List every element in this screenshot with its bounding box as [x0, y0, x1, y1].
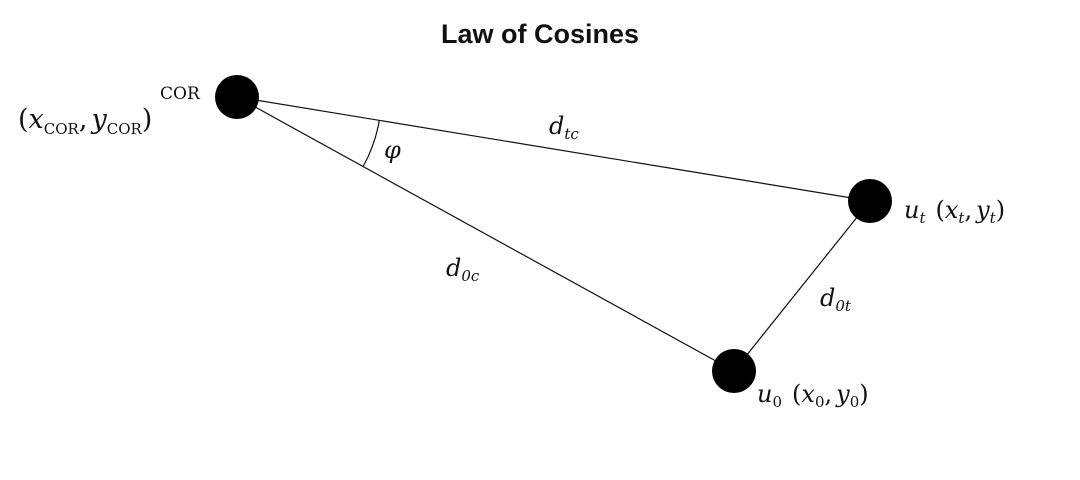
edge-label-dtc: dtc [549, 112, 579, 143]
u0-x-var: x [801, 380, 815, 408]
ut-comma: , [964, 196, 972, 224]
node-u0 [712, 349, 756, 393]
dtc-sub: tc [564, 125, 579, 143]
ut-coord-close: ) [996, 196, 1005, 224]
cor-y-var: y [90, 104, 107, 135]
cor-comma: , [79, 104, 88, 135]
cor-x-var: x [29, 104, 44, 135]
d0c-sub: 0c [461, 267, 480, 285]
diagram-title: Law of Cosines [441, 19, 639, 49]
cor-coord-open: ( [18, 104, 29, 135]
cor-x-sub: COR [44, 120, 80, 138]
u0-comma: , [824, 380, 832, 408]
ut-var: u [904, 196, 919, 224]
d0t-sub: 0t [835, 297, 852, 315]
edge-label-d0c: d0c [446, 254, 480, 285]
cor-coord-close: ) [142, 104, 153, 135]
ut-coord-open: ( [936, 196, 945, 224]
angle-label-phi: φ [384, 136, 401, 164]
node-cor [215, 75, 259, 119]
u0-label: u0 (x0, y0) [757, 380, 869, 411]
ut-sub: t [919, 209, 926, 227]
edge-cor-u0 [236, 96, 735, 372]
cor-name-label: COR [160, 84, 201, 104]
edge-ut-u0 [733, 200, 871, 372]
u0-var: u [757, 380, 772, 408]
ut-x-sub: t [958, 209, 965, 227]
ut-y-var: y [975, 196, 990, 224]
cor-y-sub: COR [107, 120, 143, 138]
u0-coord-close: ) [859, 380, 868, 408]
ut-label: ut (xt, yt) [904, 196, 1005, 227]
u0-coord-open: ( [792, 380, 801, 408]
node-ut [848, 179, 892, 223]
angle-arc [362, 120, 380, 167]
ut-x-var: x [945, 196, 959, 224]
u0-x-sub: 0 [815, 393, 825, 411]
edge-label-d0t: d0t [820, 284, 852, 315]
cor-coordinates: (xCOR, yCOR) [18, 104, 152, 138]
d0c-var: d [446, 254, 461, 282]
ut-y-sub: t [990, 209, 997, 227]
edge-cor-ut [236, 96, 871, 202]
d0t-var: d [820, 284, 835, 312]
dtc-var: d [549, 112, 564, 140]
u0-y-var: y [835, 380, 850, 408]
u0-sub: 0 [772, 393, 782, 411]
u0-y-sub: 0 [850, 393, 860, 411]
